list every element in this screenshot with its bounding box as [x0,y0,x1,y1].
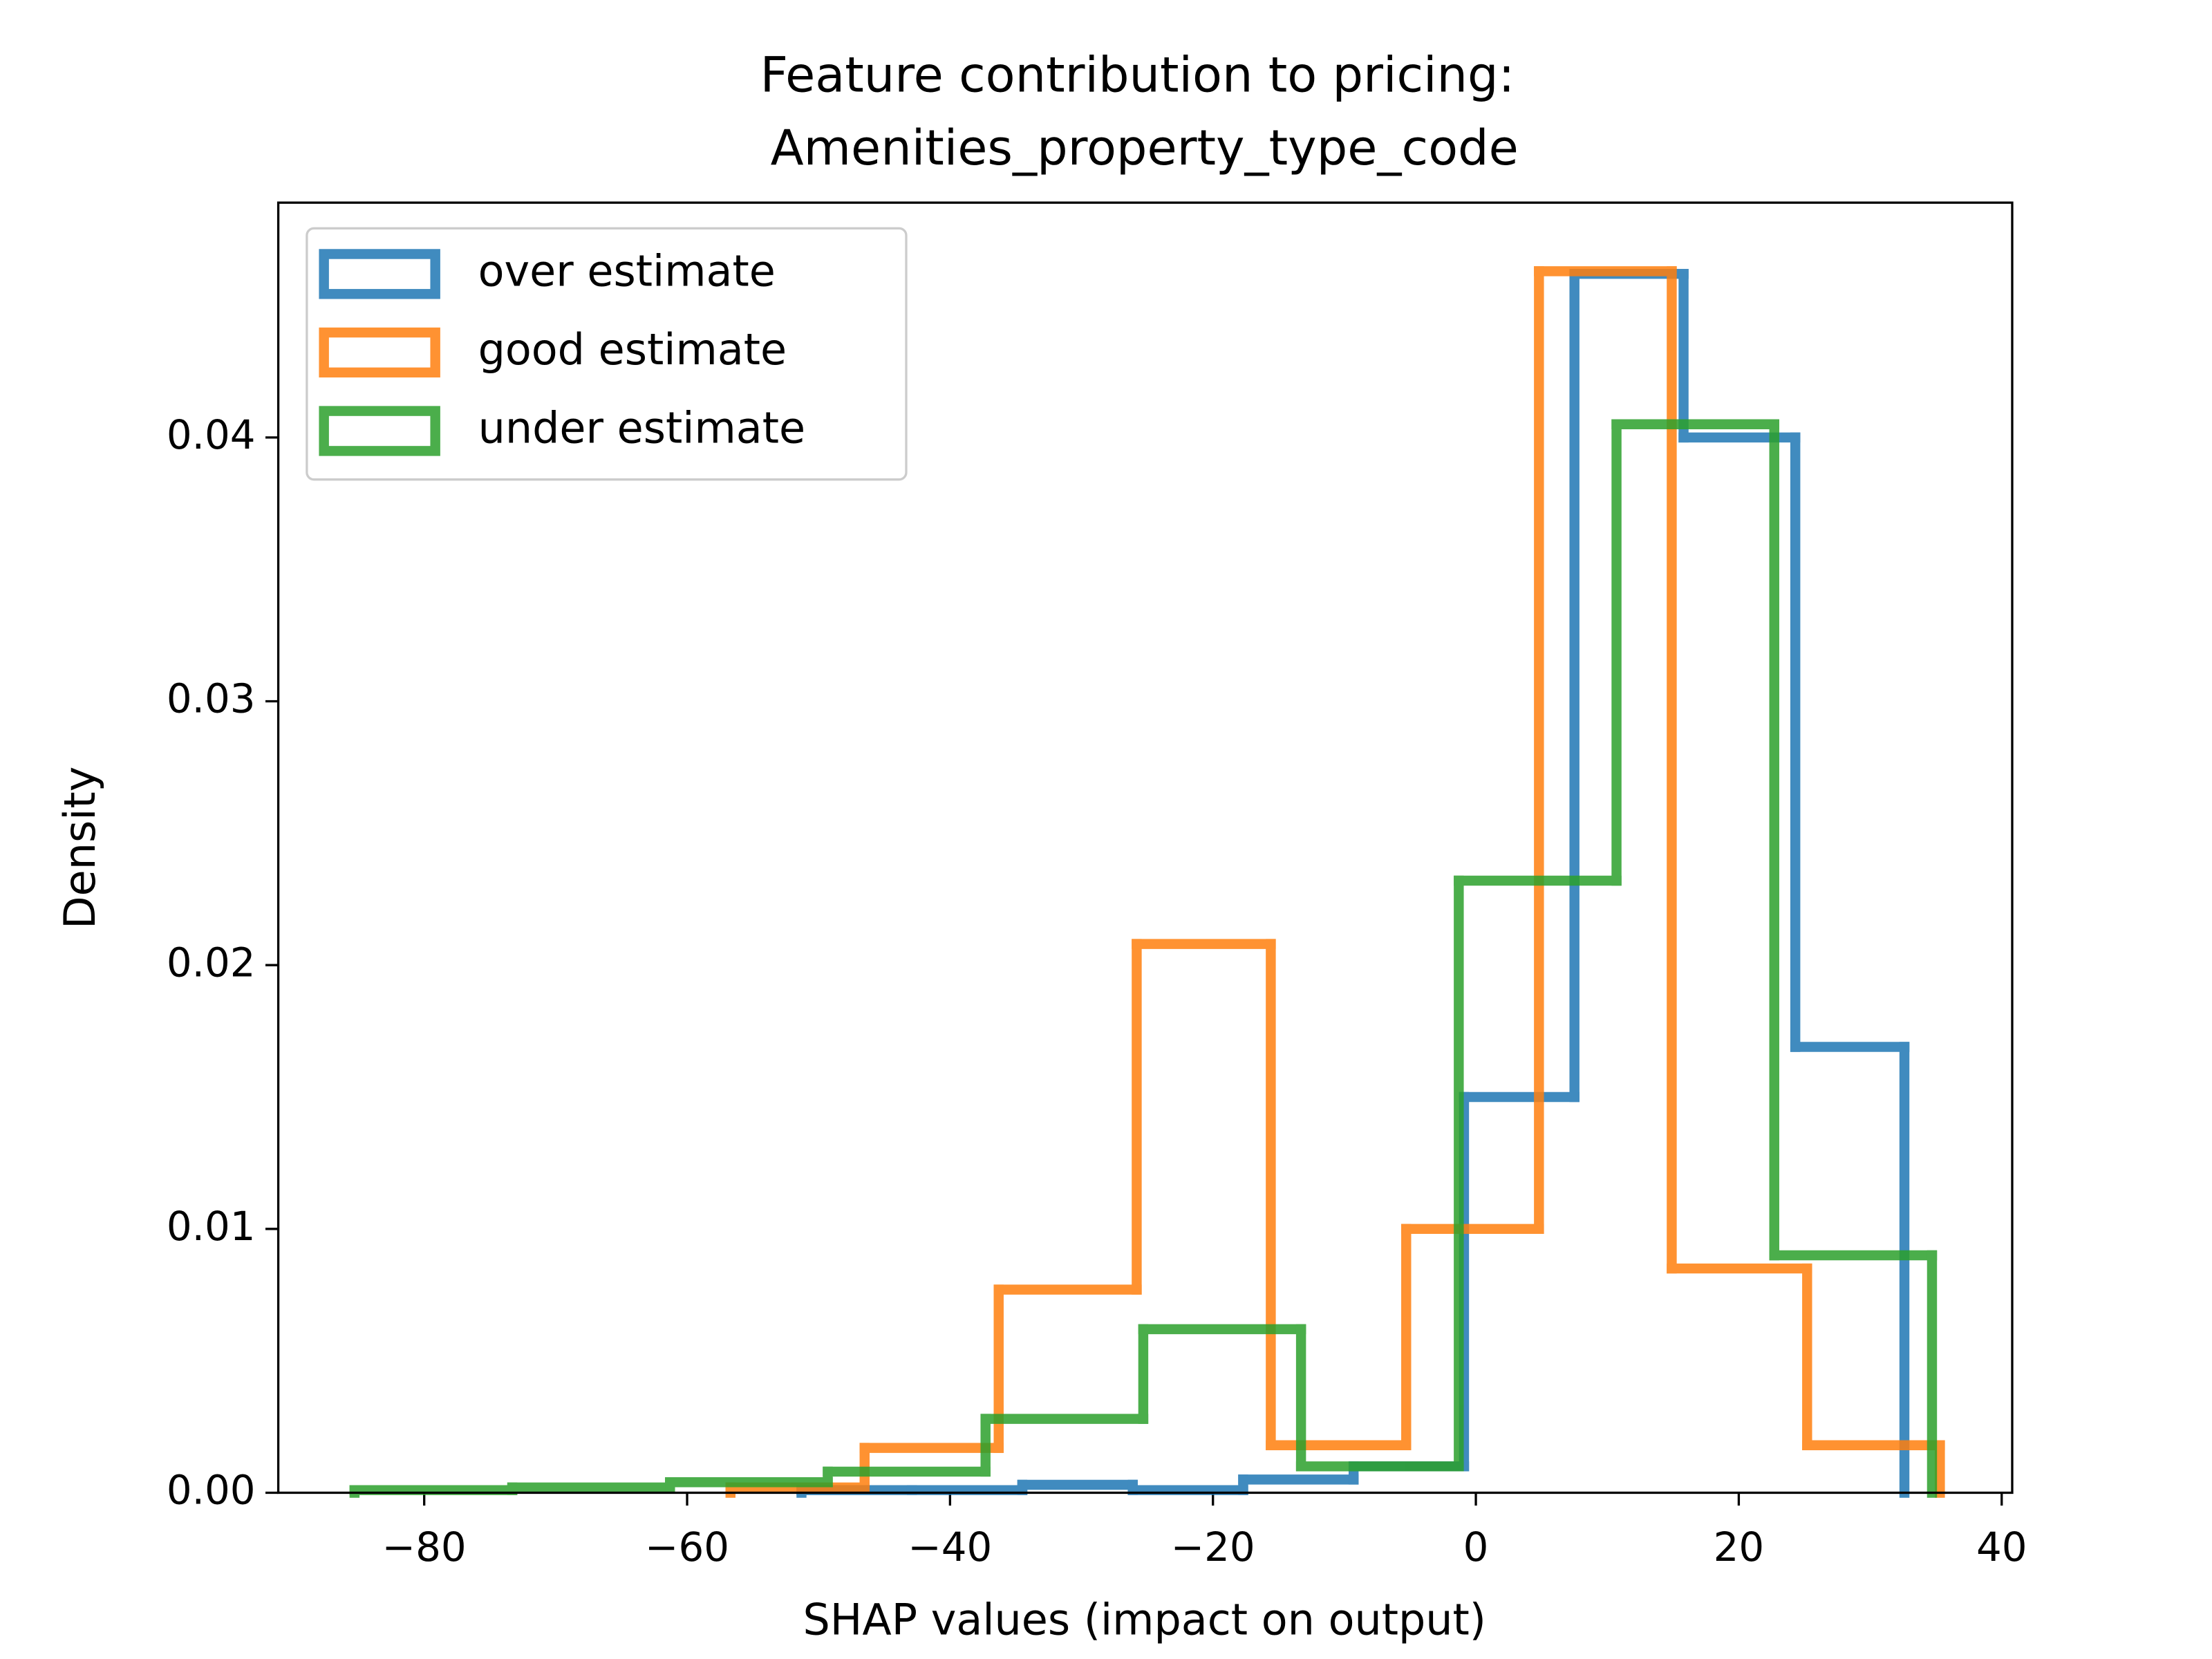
legend-swatch [319,327,440,378]
x-tick-label: −20 [1171,1524,1255,1571]
chart-title: Feature contribution to pricing: [760,47,1515,104]
y-tick-label: 0.04 [167,411,256,458]
legend-label: good estimate [478,325,787,375]
x-tick-label: 0 [1463,1524,1489,1571]
legend-label: under estimate [478,404,806,453]
x-tick-label: 40 [1976,1524,2027,1571]
legend-swatch [319,406,440,456]
plot-frame [276,201,2014,1494]
y-axis-label: Density [55,767,105,929]
x-tick-label: −80 [382,1524,467,1571]
x-axis-label: SHAP values (impact on output) [803,1595,1485,1644]
legend-label: over estimate [478,246,776,296]
histogram-series [349,419,1938,1498]
x-tick-label: 20 [1714,1524,1765,1571]
y-tick-label: 0.02 [167,939,256,986]
chart-title: Amenities_property_type_code [771,120,1519,176]
legend-box [306,227,908,481]
histogram-series [796,268,1910,1498]
histogram-series [725,266,1945,1498]
y-tick-label: 0.01 [167,1203,256,1250]
x-tick-label: −40 [908,1524,992,1571]
y-tick-label: 0.03 [167,675,256,722]
x-tick-label: −60 [645,1524,729,1571]
legend-swatch [319,249,440,299]
y-tick-label: 0.00 [167,1467,256,1514]
